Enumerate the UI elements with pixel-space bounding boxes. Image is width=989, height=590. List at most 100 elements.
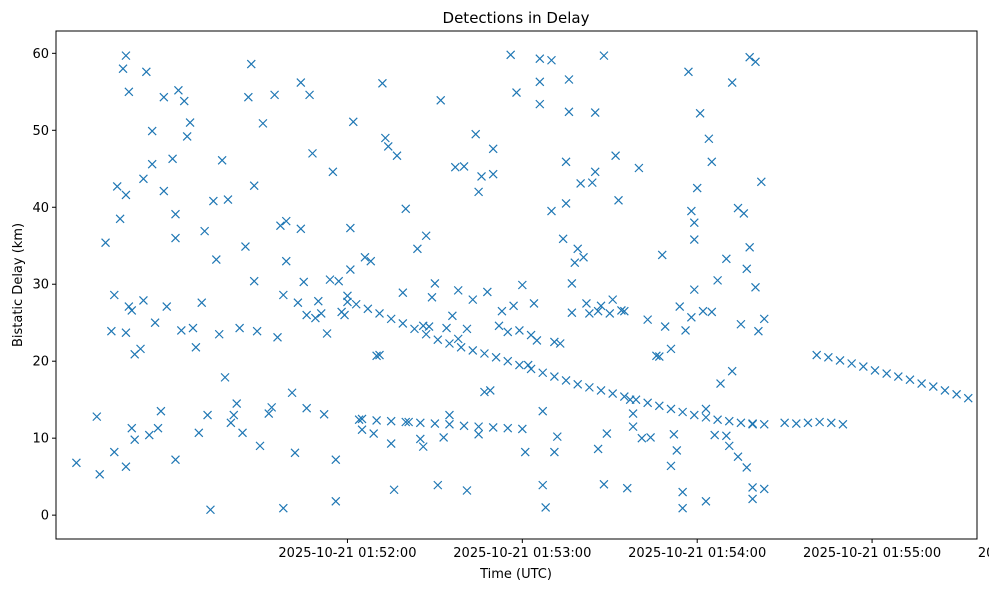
data-point <box>415 434 425 444</box>
data-point <box>226 418 236 428</box>
data-point <box>267 402 277 412</box>
data-point <box>573 379 583 389</box>
data-point <box>488 169 498 179</box>
data-point <box>334 276 344 286</box>
data-point <box>619 306 629 316</box>
data-point <box>188 323 198 333</box>
data-point <box>206 505 215 515</box>
data-point <box>348 117 358 127</box>
data-point <box>121 190 131 200</box>
data-point <box>139 295 148 305</box>
data-point <box>290 448 300 458</box>
data-point <box>121 51 131 61</box>
data-point <box>538 368 548 378</box>
data-point <box>963 393 973 403</box>
data-point <box>893 372 903 382</box>
data-point <box>710 430 720 440</box>
data-point <box>182 132 192 141</box>
data-point <box>704 134 714 144</box>
y-tick-label: 10 <box>32 432 49 447</box>
data-point <box>657 250 667 260</box>
x-axis: 2025-10-21 01:52:00 2025-10-21 01:53:00 20… <box>278 539 989 561</box>
data-point <box>590 167 600 177</box>
data-point <box>331 496 341 506</box>
data-point <box>599 479 609 489</box>
data-point <box>378 78 387 88</box>
data-point <box>882 369 892 378</box>
data-point <box>401 204 411 214</box>
data-point <box>619 392 629 402</box>
data-point <box>695 108 705 118</box>
data-point <box>150 318 160 328</box>
data-point <box>450 162 460 172</box>
data-point <box>503 423 513 433</box>
data-point <box>109 447 119 457</box>
data-point <box>252 326 262 336</box>
data-point <box>826 418 836 428</box>
data-point <box>92 412 102 422</box>
data-point <box>564 107 574 117</box>
data-point <box>168 154 178 164</box>
data-point <box>628 422 638 432</box>
data-point <box>171 209 180 219</box>
data-point <box>514 360 524 370</box>
data-point <box>701 496 711 506</box>
data-point <box>823 352 833 362</box>
data-point <box>217 155 227 165</box>
data-point <box>115 214 125 224</box>
data-point <box>468 345 478 355</box>
data-point <box>759 484 769 494</box>
data-point <box>171 455 180 465</box>
data-point <box>147 126 157 136</box>
data-point <box>398 288 408 298</box>
data-point <box>564 75 574 84</box>
data-point <box>246 59 256 69</box>
data-point <box>736 418 746 428</box>
data-point <box>485 386 495 395</box>
data-point <box>436 95 446 105</box>
data-point <box>71 458 81 468</box>
data-point <box>401 417 411 427</box>
data-point <box>654 401 664 411</box>
data-point <box>742 462 752 472</box>
data-point <box>584 382 594 392</box>
data-point <box>488 422 498 432</box>
data-point <box>643 315 653 325</box>
data-point <box>363 304 373 314</box>
data-point <box>214 329 224 339</box>
data-point <box>392 151 402 161</box>
data-point <box>681 325 690 335</box>
data-point <box>526 364 536 374</box>
data-point <box>156 406 166 416</box>
data-point <box>462 486 472 495</box>
data-point <box>838 419 848 429</box>
data-point <box>602 429 612 438</box>
data-point <box>567 308 577 318</box>
y-tick-label: 0 <box>41 509 49 524</box>
data-point <box>561 157 571 167</box>
data-point <box>570 258 580 268</box>
data-point <box>654 352 664 362</box>
data-point <box>410 324 419 334</box>
x-tick-label: 2025-10-21 01:53:00 <box>453 546 591 561</box>
data-point <box>815 417 825 427</box>
data-point <box>179 96 189 106</box>
data-point <box>759 419 769 429</box>
data-point <box>424 322 434 331</box>
data-point <box>535 54 545 64</box>
data-point <box>474 422 484 432</box>
data-point <box>480 387 489 397</box>
data-point <box>736 319 746 329</box>
data-point <box>241 242 250 251</box>
data-point <box>453 334 463 344</box>
data-point <box>547 206 556 216</box>
data-point <box>345 223 355 233</box>
data-point <box>791 419 801 428</box>
data-point <box>748 483 758 492</box>
data-point <box>514 325 524 335</box>
data-point <box>404 417 414 427</box>
data-point <box>375 309 384 318</box>
data-point <box>453 285 463 295</box>
data-point <box>541 503 551 512</box>
data-point <box>456 342 466 352</box>
